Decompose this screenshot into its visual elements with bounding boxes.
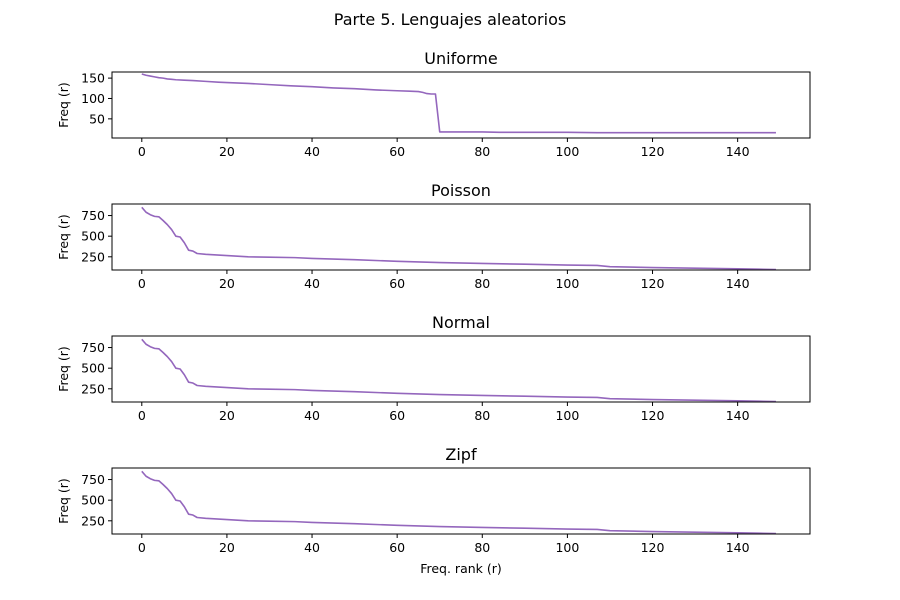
x-tick-label: 20 (219, 276, 235, 291)
x-tick-label: 120 (641, 540, 665, 555)
y-tick-label: 150 (81, 71, 105, 86)
x-tick-label: 0 (138, 540, 146, 555)
y-axis-label: Freq (r) (56, 346, 71, 392)
x-tick-label: 60 (389, 540, 405, 555)
x-tick-label: 140 (726, 144, 750, 159)
subplot-title: Poisson (431, 181, 491, 200)
x-tick-label: 80 (474, 408, 490, 423)
x-tick-label: 80 (474, 276, 490, 291)
x-tick-label: 120 (641, 408, 665, 423)
x-tick-label: 20 (219, 144, 235, 159)
x-tick-label: 100 (555, 144, 579, 159)
axes-frame (111, 335, 811, 403)
series-line (141, 470, 776, 535)
y-axis-label: Freq (r) (56, 214, 71, 260)
subplot-zipf: Zipf 0 20 40 60 80 100 120 140 250 500 750 Freq (r) (56, 445, 811, 555)
y-tick-label: 750 (81, 208, 105, 223)
subplot-panels: Uniforme 0 20 40 60 80 100 120 140 50 100 150 Freq (… (56, 49, 811, 555)
x-tick-label: 40 (304, 540, 320, 555)
y-tick-label: 750 (81, 472, 105, 487)
axes-frame (111, 467, 811, 535)
y-axis-label: Freq (r) (56, 82, 71, 128)
subplot-poisson: Poisson 0 20 40 60 80 100 120 140 250 500 750 Freq (… (56, 181, 811, 291)
x-tick-label: 0 (138, 408, 146, 423)
subplot-normal: Normal 0 20 40 60 80 100 120 140 250 500 750 Freq (r… (56, 313, 811, 423)
x-tick-label: 20 (219, 540, 235, 555)
x-tick-label: 40 (304, 276, 320, 291)
axes-frame (111, 71, 811, 139)
x-tick-label: 100 (555, 276, 579, 291)
x-tick-label: 140 (726, 540, 750, 555)
x-tick-label: 100 (555, 540, 579, 555)
y-tick-label: 750 (81, 340, 105, 355)
x-tick-label: 40 (304, 144, 320, 159)
y-tick-label: 500 (81, 229, 105, 244)
y-tick-label: 100 (81, 91, 105, 106)
x-tick-label: 40 (304, 408, 320, 423)
y-axis-label: Freq (r) (56, 478, 71, 524)
y-tick-label: 250 (81, 381, 105, 396)
subplot-uniforme: Uniforme 0 20 40 60 80 100 120 140 50 100 150 Freq (… (56, 49, 811, 159)
subplot-title: Uniforme (424, 49, 497, 68)
subplot-title: Zipf (445, 445, 477, 464)
series-line (141, 338, 776, 403)
subplot-title: Normal (432, 313, 490, 332)
x-tick-label: 0 (138, 144, 146, 159)
series-line (141, 73, 776, 134)
y-tick-label: 500 (81, 361, 105, 376)
figure-suptitle: Parte 5. Lenguajes aleatorios (334, 10, 566, 29)
x-tick-label: 0 (138, 276, 146, 291)
axes-frame (111, 203, 811, 271)
x-tick-label: 80 (474, 540, 490, 555)
x-tick-label: 120 (641, 144, 665, 159)
x-tick-label: 60 (389, 408, 405, 423)
x-tick-label: 140 (726, 276, 750, 291)
x-tick-label: 60 (389, 276, 405, 291)
x-tick-label: 80 (474, 144, 490, 159)
y-tick-label: 250 (81, 513, 105, 528)
x-tick-label: 100 (555, 408, 579, 423)
y-tick-label: 250 (81, 249, 105, 264)
x-tick-label: 120 (641, 276, 665, 291)
x-tick-label: 60 (389, 144, 405, 159)
y-tick-label: 50 (89, 111, 105, 126)
x-tick-label: 140 (726, 408, 750, 423)
x-axis-label: Freq. rank (r) (420, 561, 502, 576)
x-tick-label: 20 (219, 408, 235, 423)
y-tick-label: 500 (81, 493, 105, 508)
series-line (141, 206, 776, 271)
